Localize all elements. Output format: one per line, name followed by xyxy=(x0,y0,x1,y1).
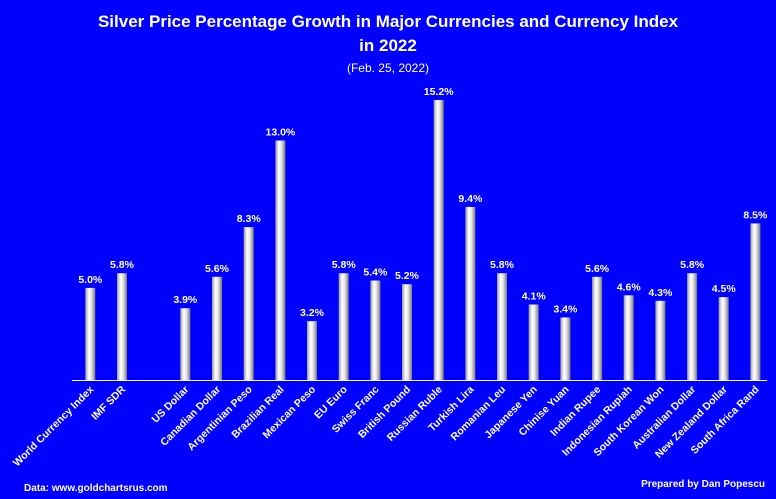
data-label: 15.2% xyxy=(424,86,454,98)
bar-chinise-yuan xyxy=(560,317,571,380)
bar-japanese-yen xyxy=(528,304,539,380)
data-label: 5.8% xyxy=(490,259,515,271)
data-label: 3.9% xyxy=(173,294,198,306)
bar-new-zealand-dollar xyxy=(718,297,729,380)
data-label: 3.2% xyxy=(300,307,325,319)
data-label: 5.6% xyxy=(205,263,230,275)
bar-indian-rupee xyxy=(592,276,603,380)
data-label: 5.8% xyxy=(110,259,135,271)
bar-brazilian-real xyxy=(275,140,286,380)
data-label: 8.3% xyxy=(237,213,262,225)
bar-romanian-leu xyxy=(497,273,507,380)
bar-us-dollar xyxy=(180,308,191,380)
chart-title-line2: in 2022 xyxy=(359,36,417,55)
data-label: 5.8% xyxy=(680,259,705,271)
bar-australian-dollar xyxy=(687,273,698,380)
bar-south-africa-rand xyxy=(750,223,761,380)
x-tick-label: Romanian Leu xyxy=(448,384,508,444)
bar-world-currency-index xyxy=(85,287,96,380)
data-label: 5.2% xyxy=(395,270,420,282)
data-label: 4.6% xyxy=(617,281,642,293)
data-label: 3.4% xyxy=(553,303,578,315)
data-label: 5.0% xyxy=(78,274,103,286)
bar-south-korean-won xyxy=(655,300,666,380)
data-label: 4.1% xyxy=(522,291,547,303)
data-label: 8.5% xyxy=(743,209,768,221)
data-label: 13.0% xyxy=(266,127,296,139)
bar-imf-sdr xyxy=(117,273,127,380)
data-label: 5.4% xyxy=(363,267,388,279)
x-tick-label: IMF SDR xyxy=(89,383,128,422)
bar-canadian-dollar xyxy=(212,276,222,380)
data-label: 5.6% xyxy=(585,263,610,275)
credit: Prepared by Dan Popescu xyxy=(641,479,765,490)
data-label: 5.8% xyxy=(332,259,357,271)
bar-mexican-peso xyxy=(307,321,317,380)
bars-group xyxy=(85,100,761,380)
data-source: Data: www.goldchartsrus.com xyxy=(24,483,168,494)
bar-british-pound xyxy=(402,284,412,380)
bar-eu-euro xyxy=(338,273,349,380)
bar-russian-ruble xyxy=(433,100,444,380)
bar-argentinian-peso xyxy=(243,227,254,380)
chart-subtitle: (Feb. 25, 2022) xyxy=(347,61,429,75)
bar-swiss-franc xyxy=(370,280,381,380)
chart-title: Silver Price Percentage Growth in Major … xyxy=(98,12,679,31)
x-tick-label: Russian Ruble xyxy=(385,384,445,444)
data-label: 4.5% xyxy=(712,283,737,295)
x-tick-label: World Currency Index xyxy=(11,384,97,470)
value-labels-group: 5.0% 5.8% 3.9% 5.6% 8.3% 13.0% 3.2% 5.8% 5.4% 5.2… xyxy=(78,86,768,319)
data-label: 9.4% xyxy=(458,193,483,205)
data-label: 4.3% xyxy=(648,287,673,299)
bar-turkish-lira xyxy=(465,206,476,380)
bar-indonesian-rupiah xyxy=(623,295,634,380)
